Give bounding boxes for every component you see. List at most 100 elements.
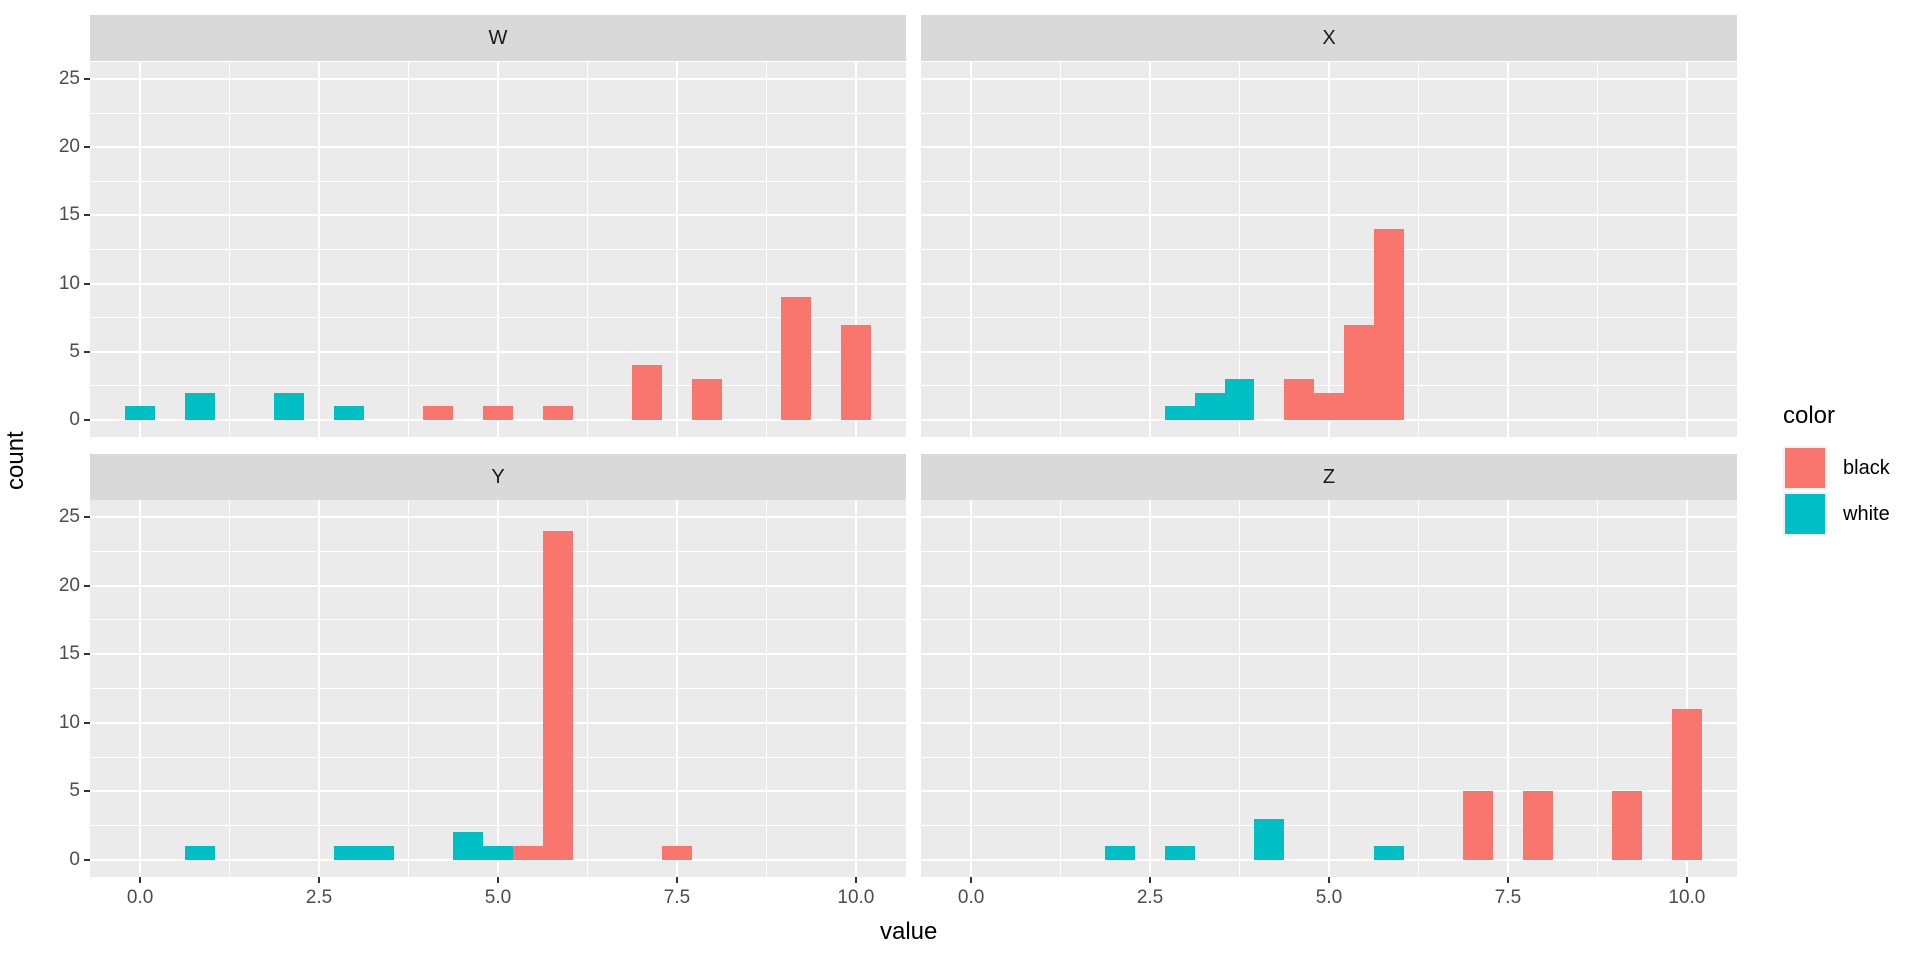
major-gridline [139,62,142,437]
major-gridline [1149,62,1152,437]
minor-gridline [1596,500,1598,877]
bar-black [1522,791,1553,860]
major-gridline [1149,500,1152,877]
x-tick [854,877,857,883]
legend-swatch-white [1785,494,1825,534]
bar-white [1164,406,1195,420]
minor-gridline [408,500,410,877]
major-gridline [854,500,857,877]
bar-white [363,846,394,860]
y-tick [84,858,90,861]
bar-black [512,846,543,860]
minor-gridline [1596,62,1598,437]
major-gridline [497,62,499,437]
bar-white [1254,818,1285,860]
facet-panel-W [90,62,906,437]
y-tick [84,146,90,149]
minor-gridline [229,62,231,437]
bar-white [1373,846,1404,860]
major-gridline [675,62,678,437]
bar-white [184,392,215,420]
x-tick-label: 2.5 [305,887,333,908]
y-tick-label: 20 [58,574,80,596]
legend-key-white [1783,492,1827,536]
minor-gridline [765,62,767,437]
bar-black [1463,791,1493,860]
major-gridline [1506,500,1509,877]
bar-white [333,846,364,860]
minor-gridline [765,500,767,877]
y-tick-label: 15 [58,643,80,665]
y-tick [84,516,90,519]
y-tick-label: 5 [69,340,80,362]
minor-gridline [1239,62,1241,437]
bar-white [483,846,513,860]
bar-white [333,406,364,420]
bar-black [1314,392,1344,420]
y-tick-label: 5 [69,780,80,802]
x-tick [1685,877,1688,883]
minor-gridline [408,62,410,437]
major-gridline [1328,500,1330,877]
y-tick [84,584,90,587]
bar-white [453,832,484,860]
x-tick-label: 0.0 [957,887,985,908]
legend-title: color [1783,402,1836,429]
bar-white [1105,846,1136,860]
y-tick [84,653,90,656]
bar-white [184,846,215,860]
major-gridline [970,62,973,437]
minor-gridline [1239,500,1241,877]
minor-gridline [586,62,588,437]
major-gridline [1506,62,1509,437]
y-tick [84,350,90,353]
y-tick-label: 25 [58,506,80,528]
bar-black [542,530,573,860]
major-gridline [854,62,857,437]
major-gridline [970,500,973,877]
x-tick-label: 10.0 [837,887,875,908]
major-gridline [675,500,678,877]
y-tick [84,790,90,793]
y-axis-title: count [2,431,29,490]
x-tick [675,877,678,883]
legend-swatch-black [1785,448,1825,488]
y-tick [84,282,90,285]
x-tick-label: 5.0 [484,887,512,908]
major-gridline [318,500,321,877]
minor-gridline [586,500,588,877]
x-axis-title: value [880,918,938,945]
legend-key-black [1783,446,1827,490]
x-tick [970,877,973,883]
y-tick [84,418,90,421]
y-tick-label: 20 [58,136,80,158]
x-tick [497,877,499,883]
y-tick [84,721,90,724]
major-gridline [1685,500,1688,877]
y-tick-label: 25 [58,68,80,90]
bar-black [1284,379,1315,420]
y-tick [84,78,90,81]
minor-gridline [229,500,231,877]
x-tick-label: 10.0 [1668,887,1706,908]
y-tick-label: 0 [69,848,80,870]
x-tick [1149,877,1152,883]
bar-black [1612,791,1643,860]
major-gridline [318,62,321,437]
bar-black [840,324,871,420]
bar-black [662,846,692,860]
facet-strip-X: X [921,15,1737,61]
x-tick [139,877,142,883]
facet-panel-X [921,62,1737,437]
x-tick-label: 0.0 [126,887,154,908]
bar-black [632,365,662,420]
bar-white [1194,392,1225,420]
x-tick-label: 7.5 [663,887,691,908]
legend-label-white: white [1843,503,1890,525]
major-gridline [1328,62,1330,437]
legend-label-black: black [1843,457,1890,479]
minor-gridline [1417,500,1419,877]
major-gridline [1685,62,1688,437]
facet-strip-W: W [90,15,906,61]
bar-black [542,406,573,420]
